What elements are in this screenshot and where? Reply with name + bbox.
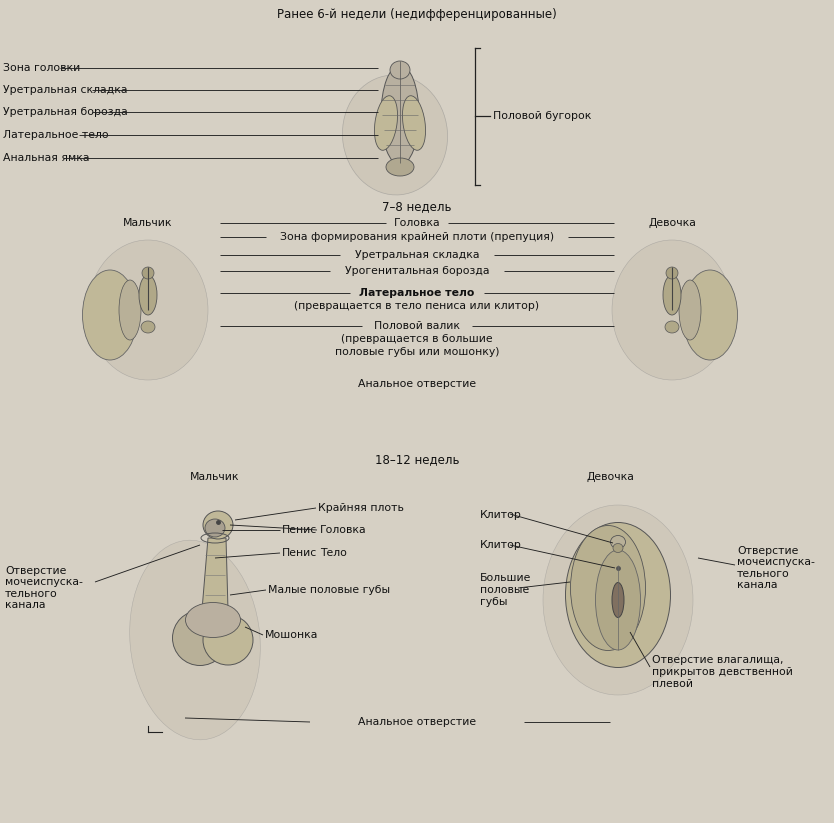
Ellipse shape — [682, 270, 737, 360]
Text: Девочка: Девочка — [648, 218, 696, 228]
Text: Тело: Тело — [320, 548, 347, 558]
Text: Девочка: Девочка — [586, 472, 634, 482]
Text: Половой валик: Половой валик — [374, 321, 460, 331]
Text: Зона формирования крайней плоти (препуция): Зона формирования крайней плоти (препуци… — [280, 232, 554, 242]
Text: Пенис: Пенис — [282, 548, 317, 558]
Text: Клитор: Клитор — [480, 510, 522, 520]
Text: Большие
половые
губы: Большие половые губы — [480, 574, 531, 607]
Ellipse shape — [88, 240, 208, 380]
Text: Клитор: Клитор — [480, 540, 522, 550]
Text: Малые половые губы: Малые половые губы — [268, 585, 390, 595]
Ellipse shape — [612, 583, 624, 617]
Ellipse shape — [205, 519, 225, 537]
Ellipse shape — [663, 275, 681, 315]
Text: Зона головки: Зона головки — [3, 63, 80, 73]
Ellipse shape — [203, 615, 253, 665]
Text: Уретральная борозда: Уретральная борозда — [3, 107, 128, 117]
Text: Отверстие
мочеиспуска-
тельного
канала: Отверстие мочеиспуска- тельного канала — [5, 565, 83, 611]
Text: Мошонка: Мошонка — [265, 630, 319, 640]
Text: Головка: Головка — [394, 218, 440, 228]
Ellipse shape — [381, 65, 419, 165]
PathPatch shape — [202, 538, 228, 610]
Ellipse shape — [595, 550, 641, 650]
Text: Латеральное тело: Латеральное тело — [359, 288, 475, 298]
Ellipse shape — [129, 540, 260, 740]
Text: Крайняя плоть: Крайняя плоть — [318, 503, 404, 513]
Ellipse shape — [613, 543, 623, 552]
Ellipse shape — [141, 321, 155, 333]
Text: Анальная ямка: Анальная ямка — [3, 153, 89, 163]
Ellipse shape — [185, 602, 240, 638]
Text: (превращается в тело пениса или клитор): (превращается в тело пениса или клитор) — [294, 301, 540, 311]
Ellipse shape — [610, 536, 626, 548]
Text: Половой бугорок: Половой бугорок — [493, 111, 591, 121]
Ellipse shape — [173, 611, 228, 666]
Ellipse shape — [203, 511, 233, 539]
Ellipse shape — [386, 158, 414, 176]
Text: Мальчик: Мальчик — [123, 218, 173, 228]
Ellipse shape — [403, 95, 425, 151]
Text: Головка: Головка — [320, 525, 367, 535]
Ellipse shape — [666, 267, 678, 279]
Text: Мальчик: Мальчик — [190, 472, 239, 482]
Ellipse shape — [570, 526, 646, 650]
Text: 7–8 недель: 7–8 недель — [382, 200, 452, 213]
Text: Отверстие влагалища,
прикрытов девственной
плевой: Отверстие влагалища, прикрытов девственн… — [652, 655, 793, 689]
Ellipse shape — [343, 75, 448, 195]
Text: Уретральная складка: Уретральная складка — [354, 250, 480, 260]
Text: Урогенитальная борозда: Урогенитальная борозда — [344, 266, 490, 276]
Ellipse shape — [665, 321, 679, 333]
Ellipse shape — [612, 240, 732, 380]
Ellipse shape — [565, 523, 671, 667]
Text: Анальное отверстие: Анальное отверстие — [358, 717, 476, 727]
Ellipse shape — [390, 61, 410, 79]
Text: половые губы или мошонку): половые губы или мошонку) — [334, 347, 500, 357]
Ellipse shape — [543, 505, 693, 695]
Ellipse shape — [679, 280, 701, 340]
Ellipse shape — [142, 267, 154, 279]
Text: (превращается в большие: (превращается в большие — [341, 334, 493, 344]
Text: 18–12 недель: 18–12 недель — [374, 453, 460, 466]
Text: Латеральное тело: Латеральное тело — [3, 130, 108, 140]
Text: Пенис: Пенис — [282, 525, 317, 535]
Text: Анальное отверстие: Анальное отверстие — [358, 379, 476, 389]
Text: Отверстие
мочеиспуска-
тельного
канала: Отверстие мочеиспуска- тельного канала — [737, 546, 815, 590]
Text: Ранее 6-й недели (недифференцированные): Ранее 6-й недели (недифференцированные) — [277, 8, 557, 21]
Ellipse shape — [139, 275, 157, 315]
Ellipse shape — [374, 95, 398, 151]
Ellipse shape — [83, 270, 138, 360]
Text: Уретральная складка: Уретральная складка — [3, 85, 128, 95]
Ellipse shape — [119, 280, 141, 340]
